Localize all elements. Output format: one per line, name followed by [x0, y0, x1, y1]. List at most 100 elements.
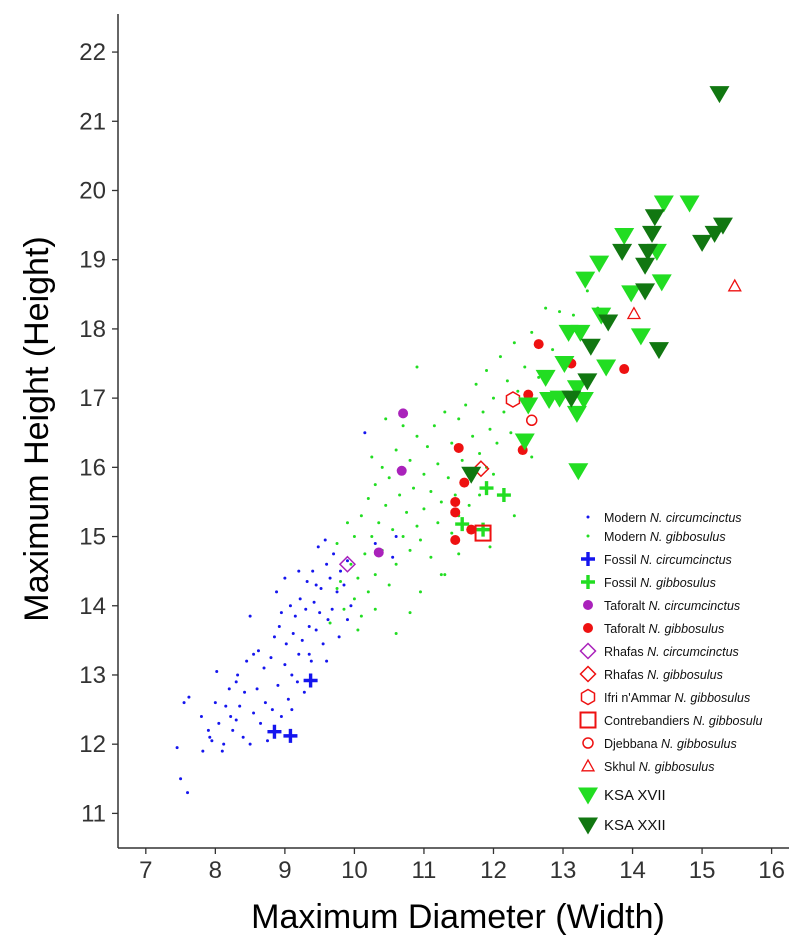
point-modern-n-circumcinctus: [309, 659, 313, 663]
y-tick-label: 12: [79, 731, 106, 758]
x-tick-label: 9: [278, 857, 291, 884]
legend-label: KSA XVII: [604, 787, 666, 804]
point-taforalt-n-gibbosulus: [450, 496, 461, 507]
point-modern-n-gibbosulus: [408, 458, 412, 462]
y-axis-title: Maximum Height (Height): [18, 236, 56, 621]
point-taforalt-n-gibbosulus: [523, 389, 534, 400]
point-taforalt-n-gibbosulus: [619, 364, 630, 375]
point-modern-n-circumcinctus: [243, 690, 247, 694]
point-modern-n-gibbosulus: [373, 573, 377, 577]
legend-label: Rhafas N. circumcinctus: [604, 645, 739, 659]
legend-label-species: N. circumcinctus: [650, 511, 742, 525]
point-modern-n-gibbosulus: [439, 500, 443, 504]
legend-label-prefix: Taforalt: [604, 622, 648, 636]
legend-label-species: N. gibbosulus: [650, 530, 726, 544]
point-ksa-xvii: [589, 255, 610, 273]
point-modern-n-gibbosulus: [394, 631, 398, 635]
legend-label-prefix: Taforalt: [604, 599, 648, 613]
point-modern-n-gibbosulus: [457, 417, 461, 421]
point-modern-n-gibbosulus: [359, 614, 363, 618]
x-tick-label: 8: [209, 857, 222, 884]
x-tick-label: 13: [550, 857, 577, 884]
point-modern-n-circumcinctus: [394, 535, 398, 539]
point-modern-n-circumcinctus: [335, 590, 339, 594]
point-modern-n-circumcinctus: [339, 569, 343, 573]
point-modern-n-gibbosulus: [349, 562, 353, 566]
point-modern-n-gibbosulus: [544, 306, 548, 310]
legend-key: [582, 737, 594, 749]
point-ksa-xxii: [461, 466, 482, 484]
point-modern-n-gibbosulus: [342, 607, 346, 611]
point-modern-n-circumcinctus: [321, 642, 325, 646]
point-modern-n-gibbosulus: [373, 607, 377, 611]
point-modern-n-circumcinctus: [288, 604, 292, 608]
point-ksa-xxii: [635, 257, 656, 275]
point-modern-n-circumcinctus: [300, 638, 304, 642]
point-modern-n-gibbosulus: [352, 597, 356, 601]
y-tick-label: 17: [79, 385, 106, 412]
legend-label-prefix: Ifri n'Ammar: [604, 691, 674, 705]
point-modern-n-gibbosulus: [481, 410, 485, 414]
point-modern-n-gibbosulus: [471, 434, 475, 438]
point-modern-n-circumcinctus: [284, 642, 288, 646]
point-ksa-xvii: [575, 271, 596, 289]
point-modern-n-circumcinctus: [186, 791, 190, 795]
point-modern-n-circumcinctus: [248, 742, 252, 746]
point-modern-n-gibbosulus: [394, 562, 398, 566]
point-taforalt-n-gibbosulus: [450, 507, 461, 518]
point-modern-n-circumcinctus: [325, 659, 329, 663]
point-modern-n-circumcinctus: [290, 708, 294, 712]
point-modern-n-circumcinctus: [316, 545, 320, 549]
point-modern-n-gibbosulus: [509, 431, 513, 435]
point-modern-n-circumcinctus: [298, 597, 302, 601]
point-modern-n-circumcinctus: [234, 718, 238, 722]
point-fossil-n-circumcinctus: [283, 728, 298, 743]
point-modern-n-circumcinctus: [269, 656, 273, 660]
point-modern-n-circumcinctus: [245, 659, 249, 663]
point-modern-n-circumcinctus: [337, 635, 341, 639]
x-tick-label: 16: [758, 857, 785, 884]
legend-label-species: N. circumcinctus: [648, 599, 740, 613]
point-modern-n-gibbosulus: [432, 424, 436, 428]
point-modern-n-gibbosulus: [443, 410, 447, 414]
point-modern-n-gibbosulus: [387, 583, 391, 587]
legend-label-prefix: Fossil: [604, 553, 640, 567]
point-modern-n-circumcinctus: [302, 690, 306, 694]
legend-label-prefix: Modern: [604, 511, 650, 525]
point-modern-n-gibbosulus: [495, 441, 499, 445]
point-modern-n-gibbosulus: [335, 541, 339, 545]
point-modern-n-circumcinctus: [363, 431, 367, 435]
point-modern-n-gibbosulus: [429, 490, 433, 494]
legend-label-prefix: Skhul: [604, 760, 639, 774]
point-modern-n-gibbosulus: [429, 555, 433, 559]
point-modern-n-gibbosulus: [460, 458, 464, 462]
x-tick-label: 15: [689, 857, 716, 884]
point-modern-n-circumcinctus: [208, 735, 212, 739]
x-tick-label: 10: [341, 857, 368, 884]
point-modern-n-gibbosulus: [491, 396, 495, 400]
point-modern-n-gibbosulus: [474, 382, 478, 386]
point-fossil-n-gibbosulus: [455, 517, 470, 532]
legend-label-prefix: Contrebandiers: [604, 714, 693, 728]
y-tick-label: 19: [79, 247, 106, 274]
point-modern-n-circumcinctus: [231, 728, 235, 732]
point-ksa-xxii: [642, 225, 663, 243]
point-modern-n-circumcinctus: [227, 687, 231, 691]
point-modern-n-gibbosulus: [478, 451, 482, 455]
legend-key: [586, 515, 590, 519]
point-modern-n-circumcinctus: [234, 680, 238, 684]
point-modern-n-gibbosulus: [391, 528, 395, 532]
point-modern-n-gibbosulus: [377, 521, 381, 525]
point-modern-n-circumcinctus: [175, 746, 179, 750]
point-modern-n-gibbosulus: [436, 462, 440, 466]
point-modern-n-gibbosulus: [335, 586, 339, 590]
point-ksa-xvii: [653, 195, 674, 213]
point-modern-n-circumcinctus: [307, 625, 311, 629]
point-modern-n-circumcinctus: [283, 576, 287, 580]
point-taforalt-n-gibbosulus: [459, 477, 470, 488]
point-modern-n-gibbosulus: [366, 590, 370, 594]
point-modern-n-circumcinctus: [252, 652, 256, 656]
point-ksa-xvii: [514, 433, 535, 451]
point-modern-n-gibbosulus: [488, 427, 492, 431]
